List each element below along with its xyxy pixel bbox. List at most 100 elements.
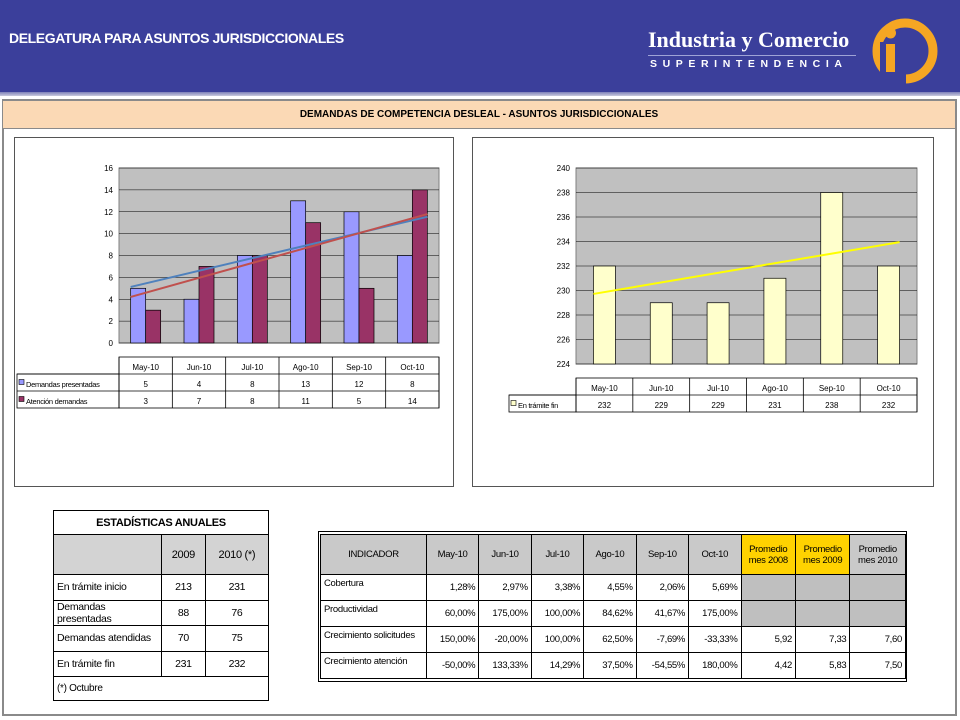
legend-label: Demandas presentadas — [26, 380, 100, 389]
cell-value — [849, 574, 906, 601]
cell-value: 60,00% — [425, 600, 480, 627]
cell-value: 180,00% — [688, 652, 742, 679]
column-header: Promedio mes 2009 — [794, 534, 851, 575]
bar — [145, 309, 162, 344]
annual-header-2009: 2009 — [161, 534, 206, 575]
cell-value: 75 — [204, 625, 270, 652]
indicators-table: INDICADOR May-10 Jun-10 Jul-10 Ago-10 Sep-10 O… — [320, 534, 906, 679]
data-label: 13 — [301, 380, 310, 389]
indicators-header-row: INDICADOR May-10 Jun-10 Jul-10 Ago-10 Sep-10 O… — [320, 534, 906, 575]
data-label: 231 — [768, 401, 782, 410]
x-tick-label: Jun-10 — [649, 384, 674, 393]
y-tick-label: 232 — [557, 262, 571, 271]
table-row: Cobertura 1,28% 2,97% 3,38% 4,55% 2,06% 5,69% — [320, 574, 906, 601]
bar — [183, 298, 200, 344]
cell-value: 5,92 — [740, 626, 796, 653]
brand-subtitle: SUPERINTENDENCIA — [650, 58, 848, 70]
column-header: Oct-10 — [688, 534, 742, 575]
y-tick-label: 16 — [104, 164, 113, 173]
data-label: 238 — [825, 401, 839, 410]
cell-value — [740, 600, 796, 627]
bar — [396, 255, 413, 344]
bar — [763, 277, 787, 365]
legend-label: Atención demandas — [26, 397, 88, 406]
y-tick-label: 234 — [557, 238, 571, 247]
cell-value: 213 — [161, 574, 206, 601]
y-tick-label: 226 — [557, 336, 571, 345]
x-tick-label: Jul-10 — [707, 384, 729, 393]
demandas-chart-svg: 0 2 4 6 8 10 12 14 16 May-10 Jun-10 Jul-10 Ago-10 Sep… — [16, 164, 440, 409]
table-row: En trámite inicio 213 231 — [53, 574, 270, 601]
cell-value — [794, 600, 851, 627]
cell-value: -33,33% — [688, 626, 742, 653]
x-tick-label: Ago-10 — [293, 363, 319, 372]
data-label: 229 — [655, 401, 669, 410]
column-header: Jun-10 — [478, 534, 532, 575]
brand-name: Industria y Comercio — [648, 27, 850, 52]
cell-value: 37,50% — [583, 652, 637, 679]
header-shadow — [0, 92, 960, 96]
row-label: Demandas atendidas — [53, 625, 162, 652]
data-label: 7 — [197, 397, 202, 406]
column-header: INDICADOR — [320, 534, 427, 575]
cell-value: 175,00% — [688, 600, 742, 627]
annual-header-blank — [53, 534, 162, 575]
legend-swatch — [18, 379, 25, 385]
annual-header-row: 2009 2010 (*) — [53, 534, 270, 575]
data-label: 4 — [197, 380, 202, 389]
cell-value: 14,29% — [530, 652, 585, 679]
cell-value: 7,50 — [849, 652, 906, 679]
row-label: Crecimiento atención — [320, 652, 427, 679]
cell-value: 4,55% — [583, 574, 637, 601]
cell-value: 231 — [204, 574, 270, 601]
cell-value: 5,69% — [688, 574, 742, 601]
data-label: 11 — [302, 397, 311, 406]
y-tick-label: 240 — [557, 164, 571, 173]
annual-statistics-table: ESTADÍSTICAS ANUALES 2009 2010 (*) En tr… — [53, 510, 270, 701]
table-row: Demandas atendidas 70 75 — [53, 625, 270, 652]
column-header: Jul-10 — [530, 534, 585, 575]
x-tick-label: Ago-10 — [762, 384, 788, 393]
column-header: May-10 — [425, 534, 480, 575]
bar — [877, 265, 900, 365]
table-row: Demandas presentadas 88 76 — [53, 599, 270, 626]
y-tick-label: 0 — [109, 339, 114, 348]
sic-logo-icon — [872, 18, 938, 84]
cell-value: 2,06% — [635, 574, 690, 601]
annual-title-row: ESTADÍSTICAS ANUALES — [53, 510, 269, 535]
cell-value: 150,00% — [425, 626, 480, 653]
cell-value: 231 — [161, 650, 206, 677]
trend-line — [593, 241, 900, 295]
cell-value: -7,69% — [635, 626, 690, 653]
bar — [593, 265, 616, 365]
cell-value: 88 — [161, 599, 206, 626]
x-tick-label: Jul-10 — [241, 363, 263, 372]
cell-value: 100,00% — [530, 626, 585, 653]
cell-value — [740, 574, 796, 601]
y-tick-label: 14 — [104, 186, 113, 195]
annual-table-title: ESTADÍSTICAS ANUALES — [53, 510, 269, 535]
cell-value — [849, 600, 906, 627]
cell-value: 3,38% — [530, 574, 585, 601]
row-label: En trámite inicio — [53, 574, 162, 601]
bar — [358, 287, 375, 344]
cell-value: 4,42 — [740, 652, 796, 679]
cell-value: 7,60 — [849, 626, 906, 653]
cell-value: 2,97% — [478, 574, 532, 601]
cell-value: 7,33 — [794, 626, 851, 653]
cell-value: 41,67% — [635, 600, 690, 627]
data-label: 14 — [408, 397, 417, 406]
cell-value: 62,50% — [583, 626, 637, 653]
indicators-panel: INDICADOR May-10 Jun-10 Jul-10 Ago-10 Sep-10 O… — [318, 531, 907, 682]
row-label: Productividad — [320, 600, 427, 627]
bar — [649, 302, 673, 365]
data-label: 232 — [598, 401, 612, 410]
bar — [251, 255, 268, 344]
annual-note: (*) Octubre — [53, 676, 269, 701]
column-header: Promedio mes 2010 — [849, 534, 906, 575]
x-tick-label: Sep-10 — [346, 363, 372, 372]
column-header: Promedio mes 2008 — [740, 534, 796, 575]
x-tick-label: Jun-10 — [187, 363, 212, 372]
bar — [198, 266, 215, 344]
brand-divider — [648, 55, 856, 56]
